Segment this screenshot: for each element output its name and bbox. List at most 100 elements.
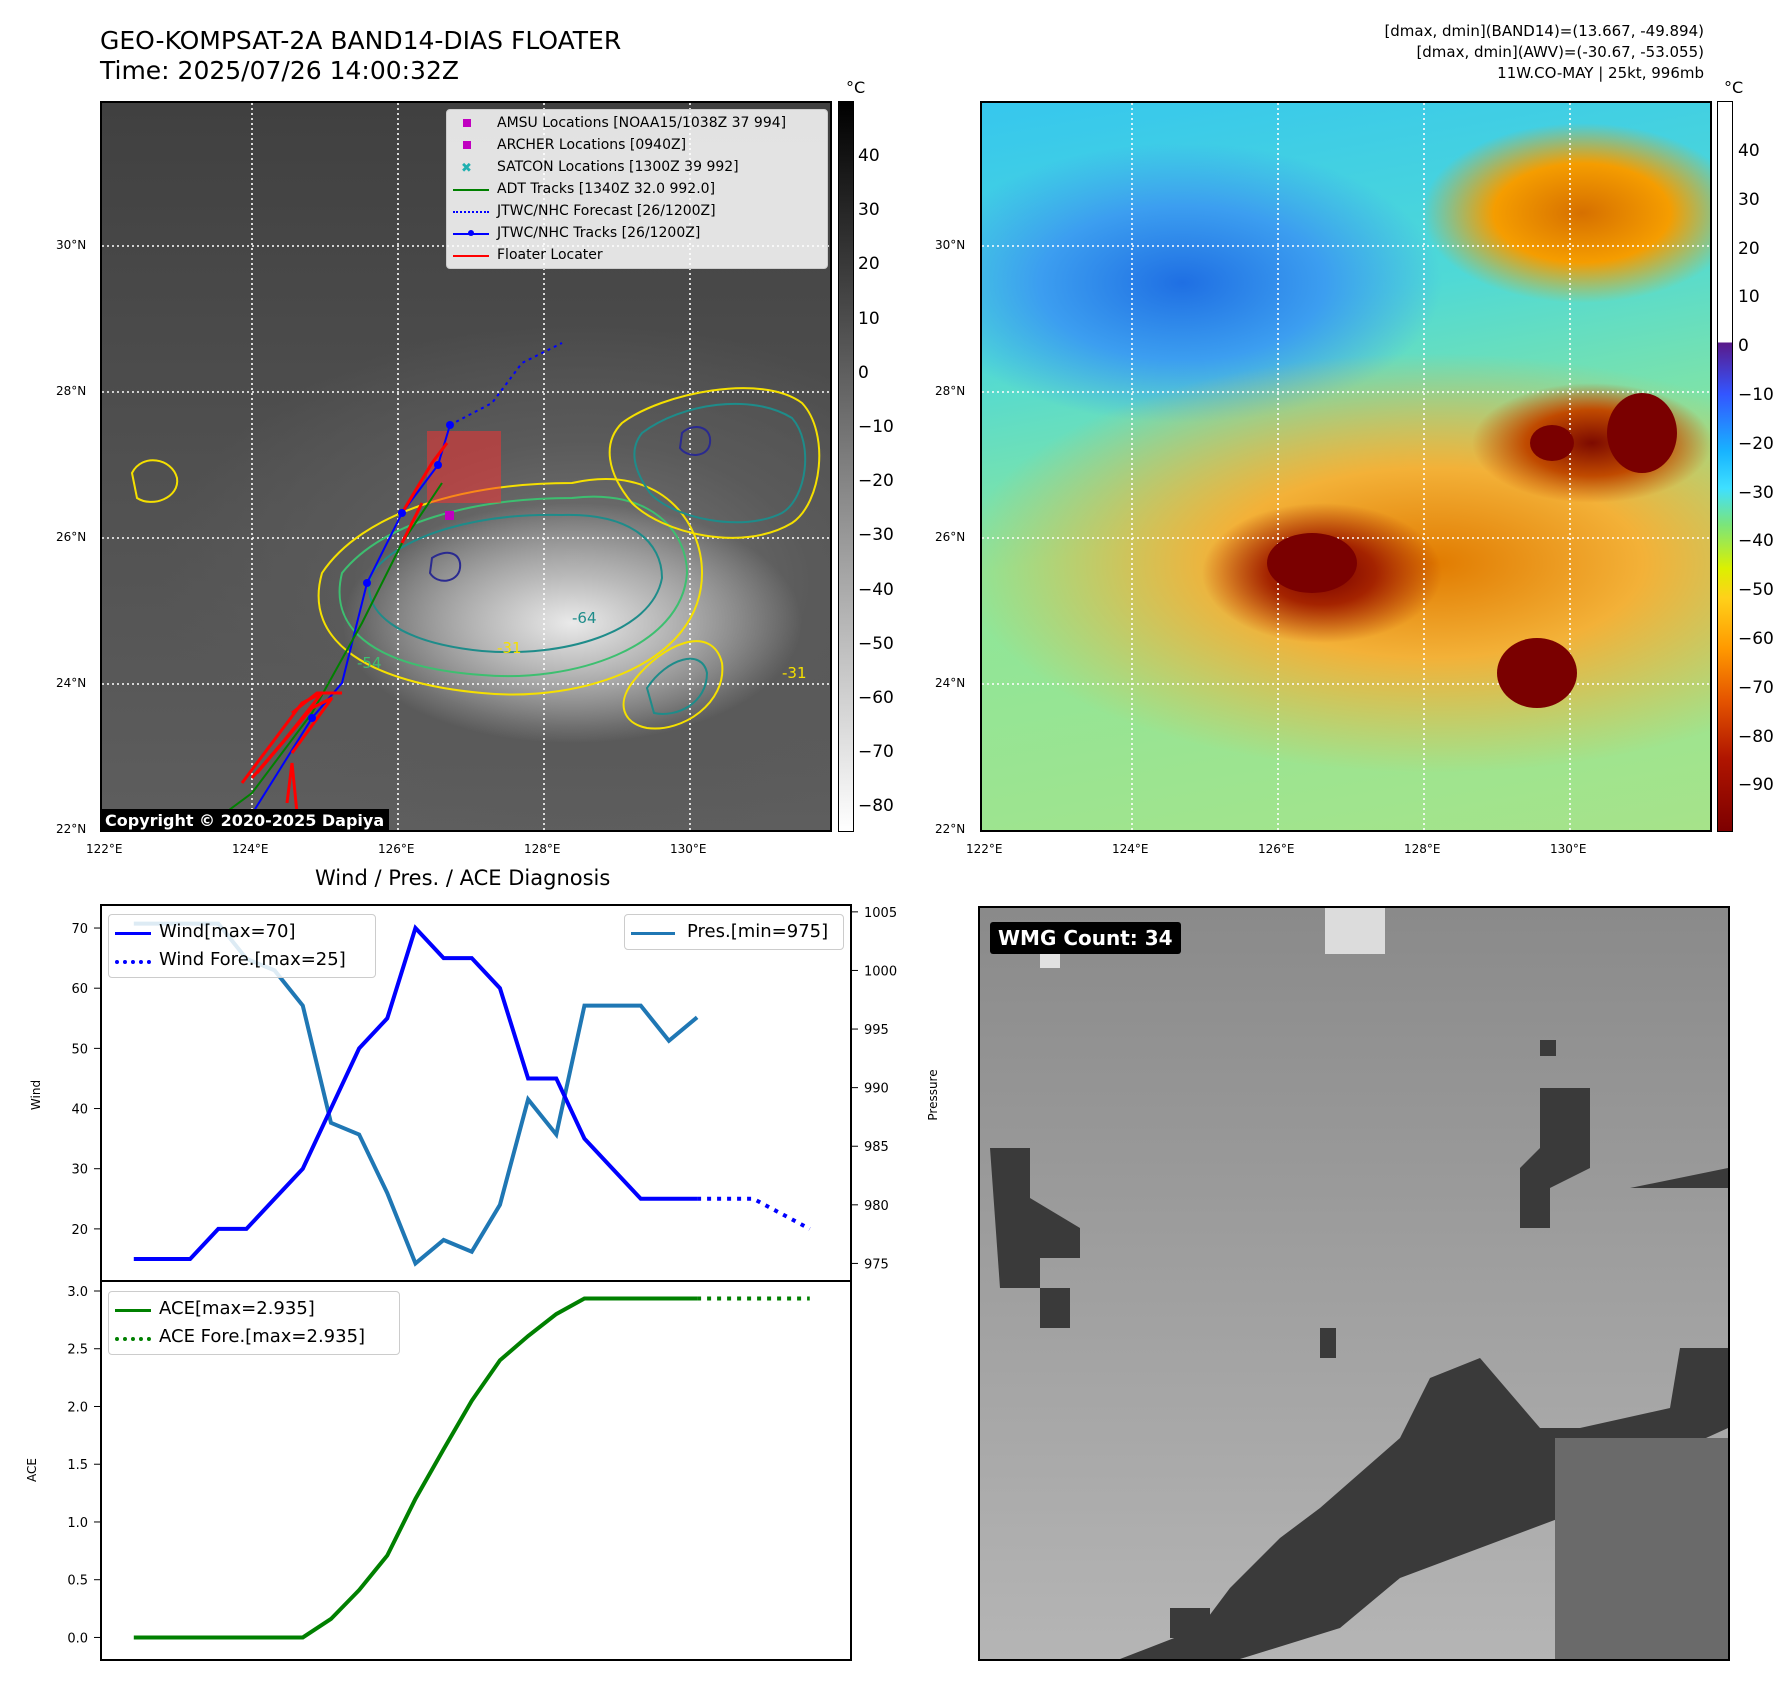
copyright-badge: Copyright © 2020-2025 Dapiya xyxy=(100,809,390,832)
diagnosis-panel xyxy=(100,904,852,1661)
colorbar-tick: −40 xyxy=(858,579,894,600)
wind-tick-label: 50 xyxy=(71,1042,88,1057)
colorbar-tick: 40 xyxy=(1738,141,1760,161)
legend-item-satcon: ✖ SATCON Locations [1300Z 39 992] xyxy=(461,159,739,176)
colorbar-tick: −50 xyxy=(1738,580,1774,601)
storm-info: 11W.CO-MAY | 25kt, 996mb xyxy=(1497,64,1704,82)
lat-tick: 22°N xyxy=(56,822,87,836)
ace-tick-label: 3.0 xyxy=(67,1285,88,1300)
lat-tick: 22°N xyxy=(935,822,966,836)
lat-tick: 28°N xyxy=(935,384,966,398)
lon-tick: 128°E xyxy=(1404,842,1441,856)
wind-tick-label: 30 xyxy=(71,1163,88,1178)
wind-legend: Wind[max=70] Wind Fore.[max=25] xyxy=(108,914,376,978)
colorbar-tick: −90 xyxy=(1738,775,1774,796)
pres-tick-label: 980 xyxy=(864,1199,889,1214)
legend-item-amsu: AMSU Locations [NOAA15/1038Z 37 994] xyxy=(447,112,827,134)
lon-tick: 126°E xyxy=(1258,842,1295,856)
colorbar-unit: °C xyxy=(846,78,866,97)
map-legend: AMSU Locations [NOAA15/1038Z 37 994] ARC… xyxy=(446,109,828,269)
colorbar-tick: 30 xyxy=(858,200,880,221)
cold-cores xyxy=(1267,393,1677,708)
pres-tick-label: 990 xyxy=(864,1082,889,1097)
lon-tick: 130°E xyxy=(670,842,707,856)
pressure-axis-label: Pressure xyxy=(926,1069,940,1120)
legend-item-pres: Pres.[min=975] xyxy=(625,918,843,946)
jtwc-track-points xyxy=(308,421,454,722)
pres-tick-label: 995 xyxy=(864,1023,889,1038)
figure-title: GEO-KOMPSAT-2A BAND14-DIAS FLOATER xyxy=(100,26,622,55)
lon-tick: 124°E xyxy=(232,842,269,856)
legend-item-ace: ACE[max=2.935] xyxy=(109,1295,399,1323)
map-gridlines xyxy=(982,103,1710,830)
lon-tick: 122°E xyxy=(966,842,1003,856)
colorbar-tick: 0 xyxy=(1738,336,1749,357)
colorbar-tick: −80 xyxy=(858,796,894,817)
floater-locater-lines xyxy=(240,442,449,814)
awv-map-panel xyxy=(980,101,1712,832)
ace-tick-label: 1.5 xyxy=(67,1458,88,1473)
contour-label: -31 xyxy=(782,664,807,682)
ace-tick-label: 0.0 xyxy=(67,1631,88,1646)
pres-tick-label: 1000 xyxy=(864,964,897,979)
wind-tick-label: 70 xyxy=(71,922,88,937)
ace-axis-label: ACE xyxy=(25,1458,39,1482)
colorbar-tick: −20 xyxy=(1738,433,1774,454)
colorbar-tick: 30 xyxy=(1738,189,1760,210)
ir-colorbar xyxy=(838,101,854,832)
legend-item-floater: Floater Locater xyxy=(447,244,827,266)
pres-tick-label: 985 xyxy=(864,1140,889,1155)
figure-time: Time: 2025/07/26 14:00:32Z xyxy=(100,56,459,85)
wind-axis-label: Wind xyxy=(29,1080,43,1110)
colorbar-tick: 0 xyxy=(858,362,869,383)
lon-tick: 130°E xyxy=(1550,842,1587,856)
colorbar-tick: 10 xyxy=(1738,287,1760,308)
colorbar-tick: −80 xyxy=(1738,726,1774,747)
lat-tick: 24°N xyxy=(56,676,87,690)
colorbar-tick: −30 xyxy=(858,525,894,546)
colorbar-tick: 10 xyxy=(858,308,880,329)
lon-tick: 128°E xyxy=(524,842,561,856)
colorbar-tick: −40 xyxy=(1738,531,1774,552)
colorbar-tick: 20 xyxy=(1738,238,1760,259)
wmg-dark-regions xyxy=(990,1040,1728,1659)
ace-tick-label: 2.0 xyxy=(67,1400,88,1415)
lon-tick: 124°E xyxy=(1112,842,1149,856)
lat-tick: 28°N xyxy=(56,384,87,398)
contour-label: -31 xyxy=(497,639,522,657)
contour-label: -64 xyxy=(572,609,597,627)
lat-tick: 30°N xyxy=(56,238,87,252)
colorbar-tick: −10 xyxy=(1738,385,1774,405)
ace-tick-label: 1.0 xyxy=(67,1516,88,1531)
wind-tick-label: 40 xyxy=(71,1103,88,1118)
legend-item-jtwc-tracks: JTWC/NHC Tracks [26/1200Z] xyxy=(447,222,827,244)
awv-colorbar xyxy=(1717,101,1733,832)
legend-item-adt: ADT Tracks [1340Z 32.0 992.0] xyxy=(447,178,827,200)
jtwc-forecast xyxy=(449,342,563,426)
wind-tick-label: 60 xyxy=(71,982,88,997)
colorbar-tick: −60 xyxy=(1738,629,1774,649)
legend-item-wind: Wind[max=70] xyxy=(109,918,375,946)
ir-map-panel: -54 -31 -64 -31 AMSU Locations [NOAA15/1… xyxy=(100,101,832,832)
legend-item-archer: ARCHER Locations [0940Z] xyxy=(447,134,827,156)
pres-tick-label: 975 xyxy=(864,1257,889,1272)
lat-tick: 26°N xyxy=(935,530,966,544)
lon-tick: 126°E xyxy=(378,842,415,856)
colorbar-tick: −50 xyxy=(858,633,894,654)
colorbar-tick: −70 xyxy=(858,742,894,763)
legend-item-ace-fore: ACE Fore.[max=2.935] xyxy=(109,1323,399,1351)
contour-label: -54 xyxy=(357,654,382,672)
pres-tick-label: 1005 xyxy=(864,906,897,921)
ace-tick-label: 2.5 xyxy=(67,1343,88,1358)
dmax-band14: [dmax, dmin](BAND14)=(13.667, -49.894) xyxy=(1384,22,1704,40)
colorbar-tick: 20 xyxy=(858,254,880,275)
ace-tick-label: 0.5 xyxy=(67,1574,88,1589)
lat-tick: 30°N xyxy=(935,238,966,252)
colorbar-tick: 40 xyxy=(858,146,880,166)
ace-legend: ACE[max=2.935] ACE Fore.[max=2.935] xyxy=(108,1291,400,1355)
colorbar-tick: −30 xyxy=(1738,482,1774,503)
colorbar-unit: °C xyxy=(1724,78,1744,97)
dmax-awv: [dmax, dmin](AWV)=(-30.67, -53.055) xyxy=(1416,43,1704,61)
colorbar-tick: −60 xyxy=(858,688,894,708)
contour-value-labels: -54 -31 -64 -31 xyxy=(357,609,807,682)
